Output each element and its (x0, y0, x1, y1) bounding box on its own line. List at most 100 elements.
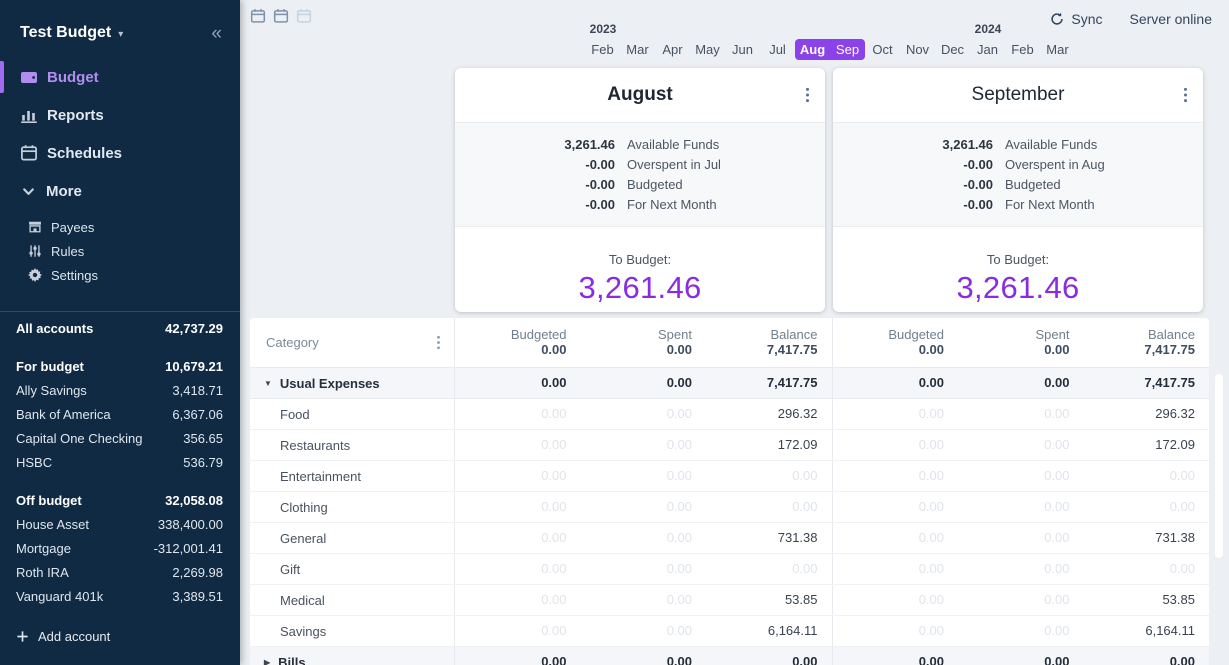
month-menu-button[interactable] (1183, 87, 1188, 103)
column-header-budgeted[interactable]: Budgeted 0.00 (833, 318, 959, 367)
balance-cell[interactable]: 0.00 (1169, 468, 1195, 483)
budgeted-cell[interactable]: 0.00 (918, 375, 944, 390)
spent-cell[interactable]: 0.00 (666, 592, 692, 607)
category-menu-button[interactable] (436, 335, 441, 350)
balance-cell[interactable]: 731.38 (777, 530, 818, 545)
balance-cell[interactable]: 6,164.11 (1145, 623, 1195, 638)
account-ally-savings[interactable]: Ally Savings 3,418.71 (0, 378, 240, 402)
spent-cell[interactable]: 0.00 (666, 406, 692, 421)
add-account-button[interactable]: Add account (0, 624, 240, 648)
sidebar-item-settings[interactable]: Settings (0, 263, 240, 287)
spent-cell[interactable]: 0.00 (1044, 375, 1070, 390)
column-header-balance[interactable]: Balance 7,417.75 (1084, 318, 1210, 367)
category-name[interactable]: ▶ Bills (250, 647, 455, 665)
spent-cell[interactable]: 0.00 (666, 437, 692, 452)
server-status[interactable]: Server online (1129, 11, 1213, 27)
month-jan-2024[interactable]: Jan (977, 42, 998, 57)
category-name[interactable]: Food (250, 399, 455, 429)
month-dec-2023[interactable]: Dec (940, 42, 965, 57)
account-group-for-budget[interactable]: For budget 10,679.21 (0, 354, 240, 378)
spent-cell[interactable]: 0.00 (1044, 437, 1070, 452)
spent-cell[interactable]: 0.00 (1044, 561, 1070, 576)
account-house-asset[interactable]: House Asset 338,400.00 (0, 512, 240, 536)
balance-cell[interactable]: 172.09 (1155, 437, 1195, 452)
balance-cell[interactable]: 296.32 (777, 406, 818, 421)
budgeted-cell[interactable]: 0.00 (918, 437, 944, 452)
balance-cell[interactable]: 0.00 (1169, 561, 1195, 576)
spent-cell[interactable]: 0.00 (1044, 592, 1070, 607)
category-name[interactable]: Medical (250, 585, 455, 615)
spent-cell[interactable]: 0.00 (666, 499, 692, 514)
month-jul-2023[interactable]: Jul (769, 42, 786, 57)
budgeted-cell[interactable]: 0.00 (541, 592, 567, 607)
spent-cell[interactable]: 0.00 (666, 561, 692, 576)
to-budget-amount[interactable]: 3,261.46 (956, 270, 1080, 305)
budgeted-cell[interactable]: 0.00 (541, 499, 567, 514)
month-nov-2023[interactable]: Nov (905, 42, 930, 57)
budgeted-cell[interactable]: 0.00 (541, 530, 567, 545)
budget-name-menu[interactable]: Test Budget ▾ (20, 24, 123, 42)
month-menu-button[interactable] (805, 87, 810, 103)
column-header-spent[interactable]: Spent 0.00 (581, 318, 707, 367)
budgeted-cell[interactable]: 0.00 (918, 530, 944, 545)
calendar-icon[interactable] (296, 8, 312, 24)
spent-cell[interactable]: 0.00 (666, 530, 692, 545)
category-name[interactable]: Savings (250, 616, 455, 646)
sidebar-item-budget[interactable]: Budget (0, 58, 240, 96)
budgeted-cell[interactable]: 0.00 (918, 468, 944, 483)
sidebar-item-more[interactable]: More (0, 172, 240, 210)
month-sep-2023[interactable]: Sep (830, 39, 865, 60)
spent-cell[interactable]: 0.00 (1044, 530, 1070, 545)
budgeted-cell[interactable]: 0.00 (918, 592, 944, 607)
all-accounts[interactable]: All accounts 42,737.29 (0, 316, 240, 340)
category-name[interactable]: Clothing (250, 492, 455, 522)
spent-cell[interactable]: 0.00 (1044, 654, 1070, 665)
sidebar-item-schedules[interactable]: Schedules (0, 134, 240, 172)
column-header-budgeted[interactable]: Budgeted 0.00 (455, 318, 581, 367)
account-group-off-budget[interactable]: Off budget 32,058.08 (0, 488, 240, 512)
month-aug-2023[interactable]: Aug (795, 39, 830, 60)
month-feb-2023[interactable]: Feb (591, 42, 614, 57)
spent-cell[interactable]: 0.00 (1044, 468, 1070, 483)
month-mar-2023[interactable]: Mar (626, 42, 649, 57)
balance-cell[interactable]: 0.00 (1169, 654, 1195, 665)
category-name[interactable]: General (250, 523, 455, 553)
budgeted-cell[interactable]: 0.00 (541, 406, 567, 421)
spent-cell[interactable]: 0.00 (1044, 499, 1070, 514)
month-feb-2024[interactable]: Feb (1011, 42, 1034, 57)
spent-cell[interactable]: 0.00 (666, 375, 692, 390)
column-header-balance[interactable]: Balance 7,417.75 (706, 318, 832, 367)
account-mortgage[interactable]: Mortgage -312,001.41 (0, 536, 240, 560)
month-oct-2023[interactable]: Oct (872, 42, 893, 57)
balance-cell[interactable]: 0.00 (792, 499, 818, 514)
expand-group-icon[interactable]: ▶ (264, 657, 271, 665)
spent-cell[interactable]: 0.00 (666, 468, 692, 483)
account-roth-ira[interactable]: Roth IRA 2,269.98 (0, 560, 240, 584)
sidebar-item-payees[interactable]: Payees (0, 215, 240, 239)
balance-cell[interactable]: 53.85 (1162, 592, 1195, 607)
balance-cell[interactable]: 731.38 (1155, 530, 1195, 545)
sidebar-item-reports[interactable]: Reports (0, 96, 240, 134)
balance-cell[interactable]: 6,164.11 (767, 623, 818, 638)
column-header-spent[interactable]: Spent 0.00 (958, 318, 1084, 367)
balance-cell[interactable]: 296.32 (1155, 406, 1195, 421)
budgeted-cell[interactable]: 0.00 (918, 406, 944, 421)
budgeted-cell[interactable]: 0.00 (918, 623, 944, 638)
category-name[interactable]: Gift (250, 554, 455, 584)
budgeted-cell[interactable]: 0.00 (541, 375, 567, 390)
budgeted-cell[interactable]: 0.00 (541, 561, 567, 576)
category-name[interactable]: Restaurants (250, 430, 455, 460)
balance-cell[interactable]: 0.00 (1169, 499, 1195, 514)
category-name[interactable]: Entertainment (250, 461, 455, 491)
spent-cell[interactable]: 0.00 (666, 654, 692, 665)
month-apr-2023[interactable]: Apr (662, 42, 683, 57)
budgeted-cell[interactable]: 0.00 (541, 437, 567, 452)
account-bank-of-america[interactable]: Bank of America 6,367.06 (0, 402, 240, 426)
spent-cell[interactable]: 0.00 (666, 623, 692, 638)
calendar-icon[interactable] (250, 8, 266, 24)
balance-cell[interactable]: 172.09 (777, 437, 818, 452)
account-vanguard-401k[interactable]: Vanguard 401k 3,389.51 (0, 584, 240, 608)
month-jun-2023[interactable]: Jun (732, 42, 753, 57)
balance-cell[interactable]: 0.00 (792, 561, 818, 576)
balance-cell[interactable]: 53.85 (784, 592, 818, 607)
